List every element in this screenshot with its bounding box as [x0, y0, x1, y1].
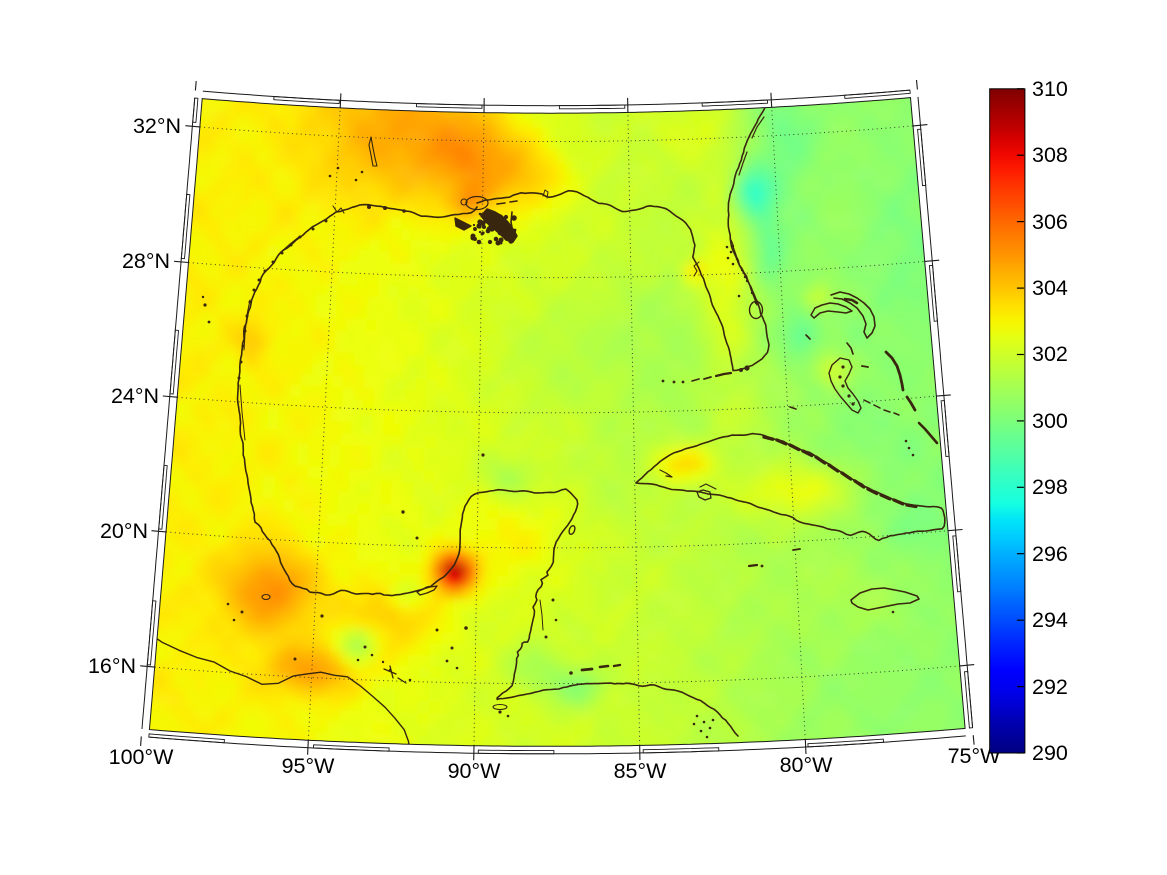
- svg-text:304: 304: [1032, 276, 1068, 300]
- svg-text:296: 296: [1032, 542, 1068, 566]
- svg-text:100°W: 100°W: [109, 745, 174, 769]
- svg-text:20°N: 20°N: [100, 519, 148, 543]
- svg-text:85°W: 85°W: [614, 759, 668, 783]
- svg-text:28°N: 28°N: [122, 249, 170, 273]
- svg-text:292: 292: [1032, 675, 1068, 699]
- svg-text:80°W: 80°W: [780, 753, 834, 777]
- svg-text:294: 294: [1032, 608, 1068, 632]
- svg-text:16°N: 16°N: [88, 654, 136, 678]
- svg-text:90°W: 90°W: [448, 759, 502, 783]
- svg-text:300: 300: [1032, 409, 1068, 433]
- svg-text:306: 306: [1032, 210, 1068, 234]
- svg-text:308: 308: [1032, 143, 1068, 167]
- svg-text:24°N: 24°N: [111, 384, 159, 408]
- svg-text:298: 298: [1032, 475, 1068, 499]
- svg-text:32°N: 32°N: [133, 114, 181, 138]
- svg-text:290: 290: [1032, 741, 1068, 765]
- svg-text:310: 310: [1032, 77, 1068, 101]
- svg-text:95°W: 95°W: [282, 754, 336, 778]
- svg-text:302: 302: [1032, 342, 1068, 366]
